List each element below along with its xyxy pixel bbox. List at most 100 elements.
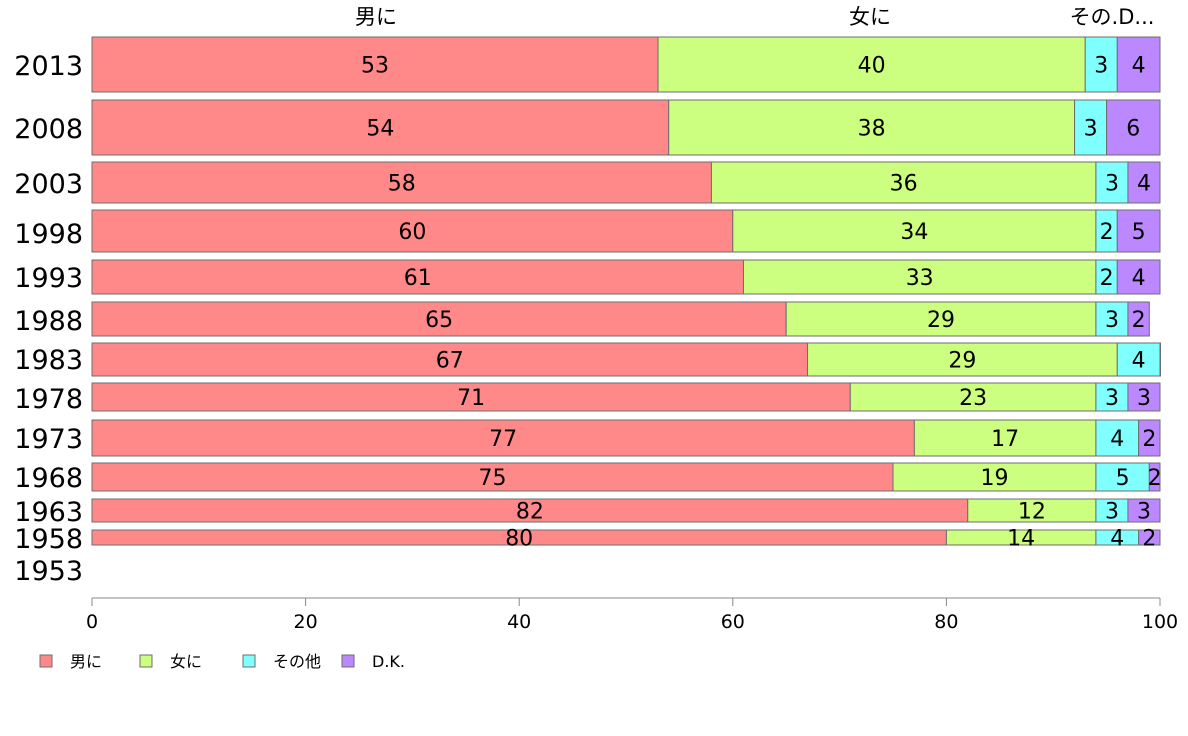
data-label: 80 <box>505 527 533 552</box>
data-label: 3 <box>1137 500 1151 525</box>
bar-segment <box>1127 161 1161 204</box>
data-label: 4 <box>1137 172 1151 197</box>
data-label: 75 <box>479 466 507 491</box>
bar-segment <box>1148 462 1161 492</box>
year-label: 1983 <box>14 345 83 376</box>
bar-segment <box>849 382 1097 412</box>
bar-segment <box>91 342 809 377</box>
bar-segment <box>892 462 1097 492</box>
series-header-label: 男に <box>355 5 397 29</box>
year-label: 1963 <box>14 497 83 528</box>
data-label: 2 <box>1142 527 1156 552</box>
bar-segment <box>1127 301 1150 337</box>
x-tick-label: 0 <box>86 611 98 633</box>
legend-label: その他 <box>273 652 321 671</box>
bar-segment <box>1138 529 1161 546</box>
bar-segment <box>732 209 1097 253</box>
legend-swatch <box>242 654 256 668</box>
bar-segment <box>1095 419 1140 457</box>
bar-segment <box>1116 36 1161 93</box>
year-label: 2008 <box>14 114 83 145</box>
bar-segment <box>668 99 1076 156</box>
data-label: 40 <box>858 54 886 79</box>
bar-segment <box>1138 419 1161 457</box>
year-label: 1993 <box>14 263 83 294</box>
x-tick-label: 80 <box>934 611 958 633</box>
bar-segment <box>657 36 1086 93</box>
bar-segment <box>1116 342 1161 377</box>
data-label: 60 <box>398 220 426 245</box>
bars: 53 40 3 454 38 3 658 36 3 460 34 2 561 33 2 465 29 3 267 29… <box>91 36 1162 552</box>
data-label: 2 <box>1148 466 1162 491</box>
data-label: 3 <box>1094 54 1108 79</box>
data-label: 2 <box>1100 266 1114 291</box>
year-label: 2003 <box>14 169 83 200</box>
bar-segment <box>710 161 1097 204</box>
bar-segment <box>91 36 659 93</box>
year-label: 1953 <box>14 556 83 587</box>
legend-label: 女に <box>170 652 202 671</box>
bar-segment <box>1095 161 1129 204</box>
bar-segment <box>91 209 734 253</box>
legend-swatch <box>39 654 53 668</box>
bar-segment <box>1084 36 1118 93</box>
data-label: 23 <box>959 386 987 411</box>
data-label: 4 <box>1132 349 1146 374</box>
legend-label: 男に <box>70 652 102 671</box>
data-label: 5 <box>1132 220 1146 245</box>
data-label: 65 <box>425 308 453 333</box>
bar-segment <box>913 419 1097 457</box>
year-label: 1973 <box>14 424 83 455</box>
x-tick-label: 20 <box>294 611 318 633</box>
bar-segment <box>1159 342 1161 377</box>
data-label: 3 <box>1105 386 1119 411</box>
bar-segment <box>91 462 894 492</box>
data-label: 29 <box>948 349 976 374</box>
data-label: 61 <box>404 266 432 291</box>
bar-segment <box>1106 99 1161 156</box>
year-label: 2013 <box>14 51 83 82</box>
data-label: 4 <box>1132 266 1146 291</box>
legend-swatch <box>139 654 153 668</box>
data-label: 5 <box>1116 466 1130 491</box>
data-label: 3 <box>1105 172 1119 197</box>
bar-segment <box>1127 498 1161 523</box>
data-label: 29 <box>927 308 955 333</box>
year-label: 1998 <box>14 219 83 250</box>
legend: 男に 女に その他 D.K. <box>39 652 405 671</box>
data-label: 71 <box>457 386 485 411</box>
series-header-label: 女に <box>849 5 891 29</box>
data-label: 4 <box>1132 54 1146 79</box>
data-label: 3 <box>1105 500 1119 525</box>
data-label: 3 <box>1084 117 1098 142</box>
data-label: 36 <box>890 172 918 197</box>
data-label: 77 <box>489 427 517 452</box>
data-label: 4 <box>1110 427 1124 452</box>
bar-segment <box>742 259 1097 295</box>
data-label: 58 <box>388 172 416 197</box>
year-label: 1978 <box>14 384 83 415</box>
data-label: 67 <box>436 349 464 374</box>
series-header-label: その.D... <box>1070 5 1155 29</box>
bar-segment <box>1116 209 1161 253</box>
bar-segment <box>91 99 670 156</box>
x-tick-label: 60 <box>721 611 745 633</box>
year-label: 1968 <box>14 463 83 494</box>
bar-segment <box>91 301 787 337</box>
data-label: 2 <box>1100 220 1114 245</box>
legend-swatch <box>341 654 355 668</box>
x-tick-label: 100 <box>1142 611 1178 633</box>
data-label: 38 <box>858 117 886 142</box>
data-label: 3 <box>1137 386 1151 411</box>
legend-label: D.K. <box>372 652 405 671</box>
data-label: 6 <box>1126 117 1140 142</box>
data-label: 54 <box>366 117 394 142</box>
data-label: 34 <box>900 220 928 245</box>
data-label: 33 <box>906 266 934 291</box>
data-label: 2 <box>1132 308 1146 333</box>
bar-segment <box>91 161 712 204</box>
bar-segment <box>1116 259 1161 295</box>
data-label: 17 <box>991 427 1019 452</box>
data-label: 3 <box>1105 308 1119 333</box>
